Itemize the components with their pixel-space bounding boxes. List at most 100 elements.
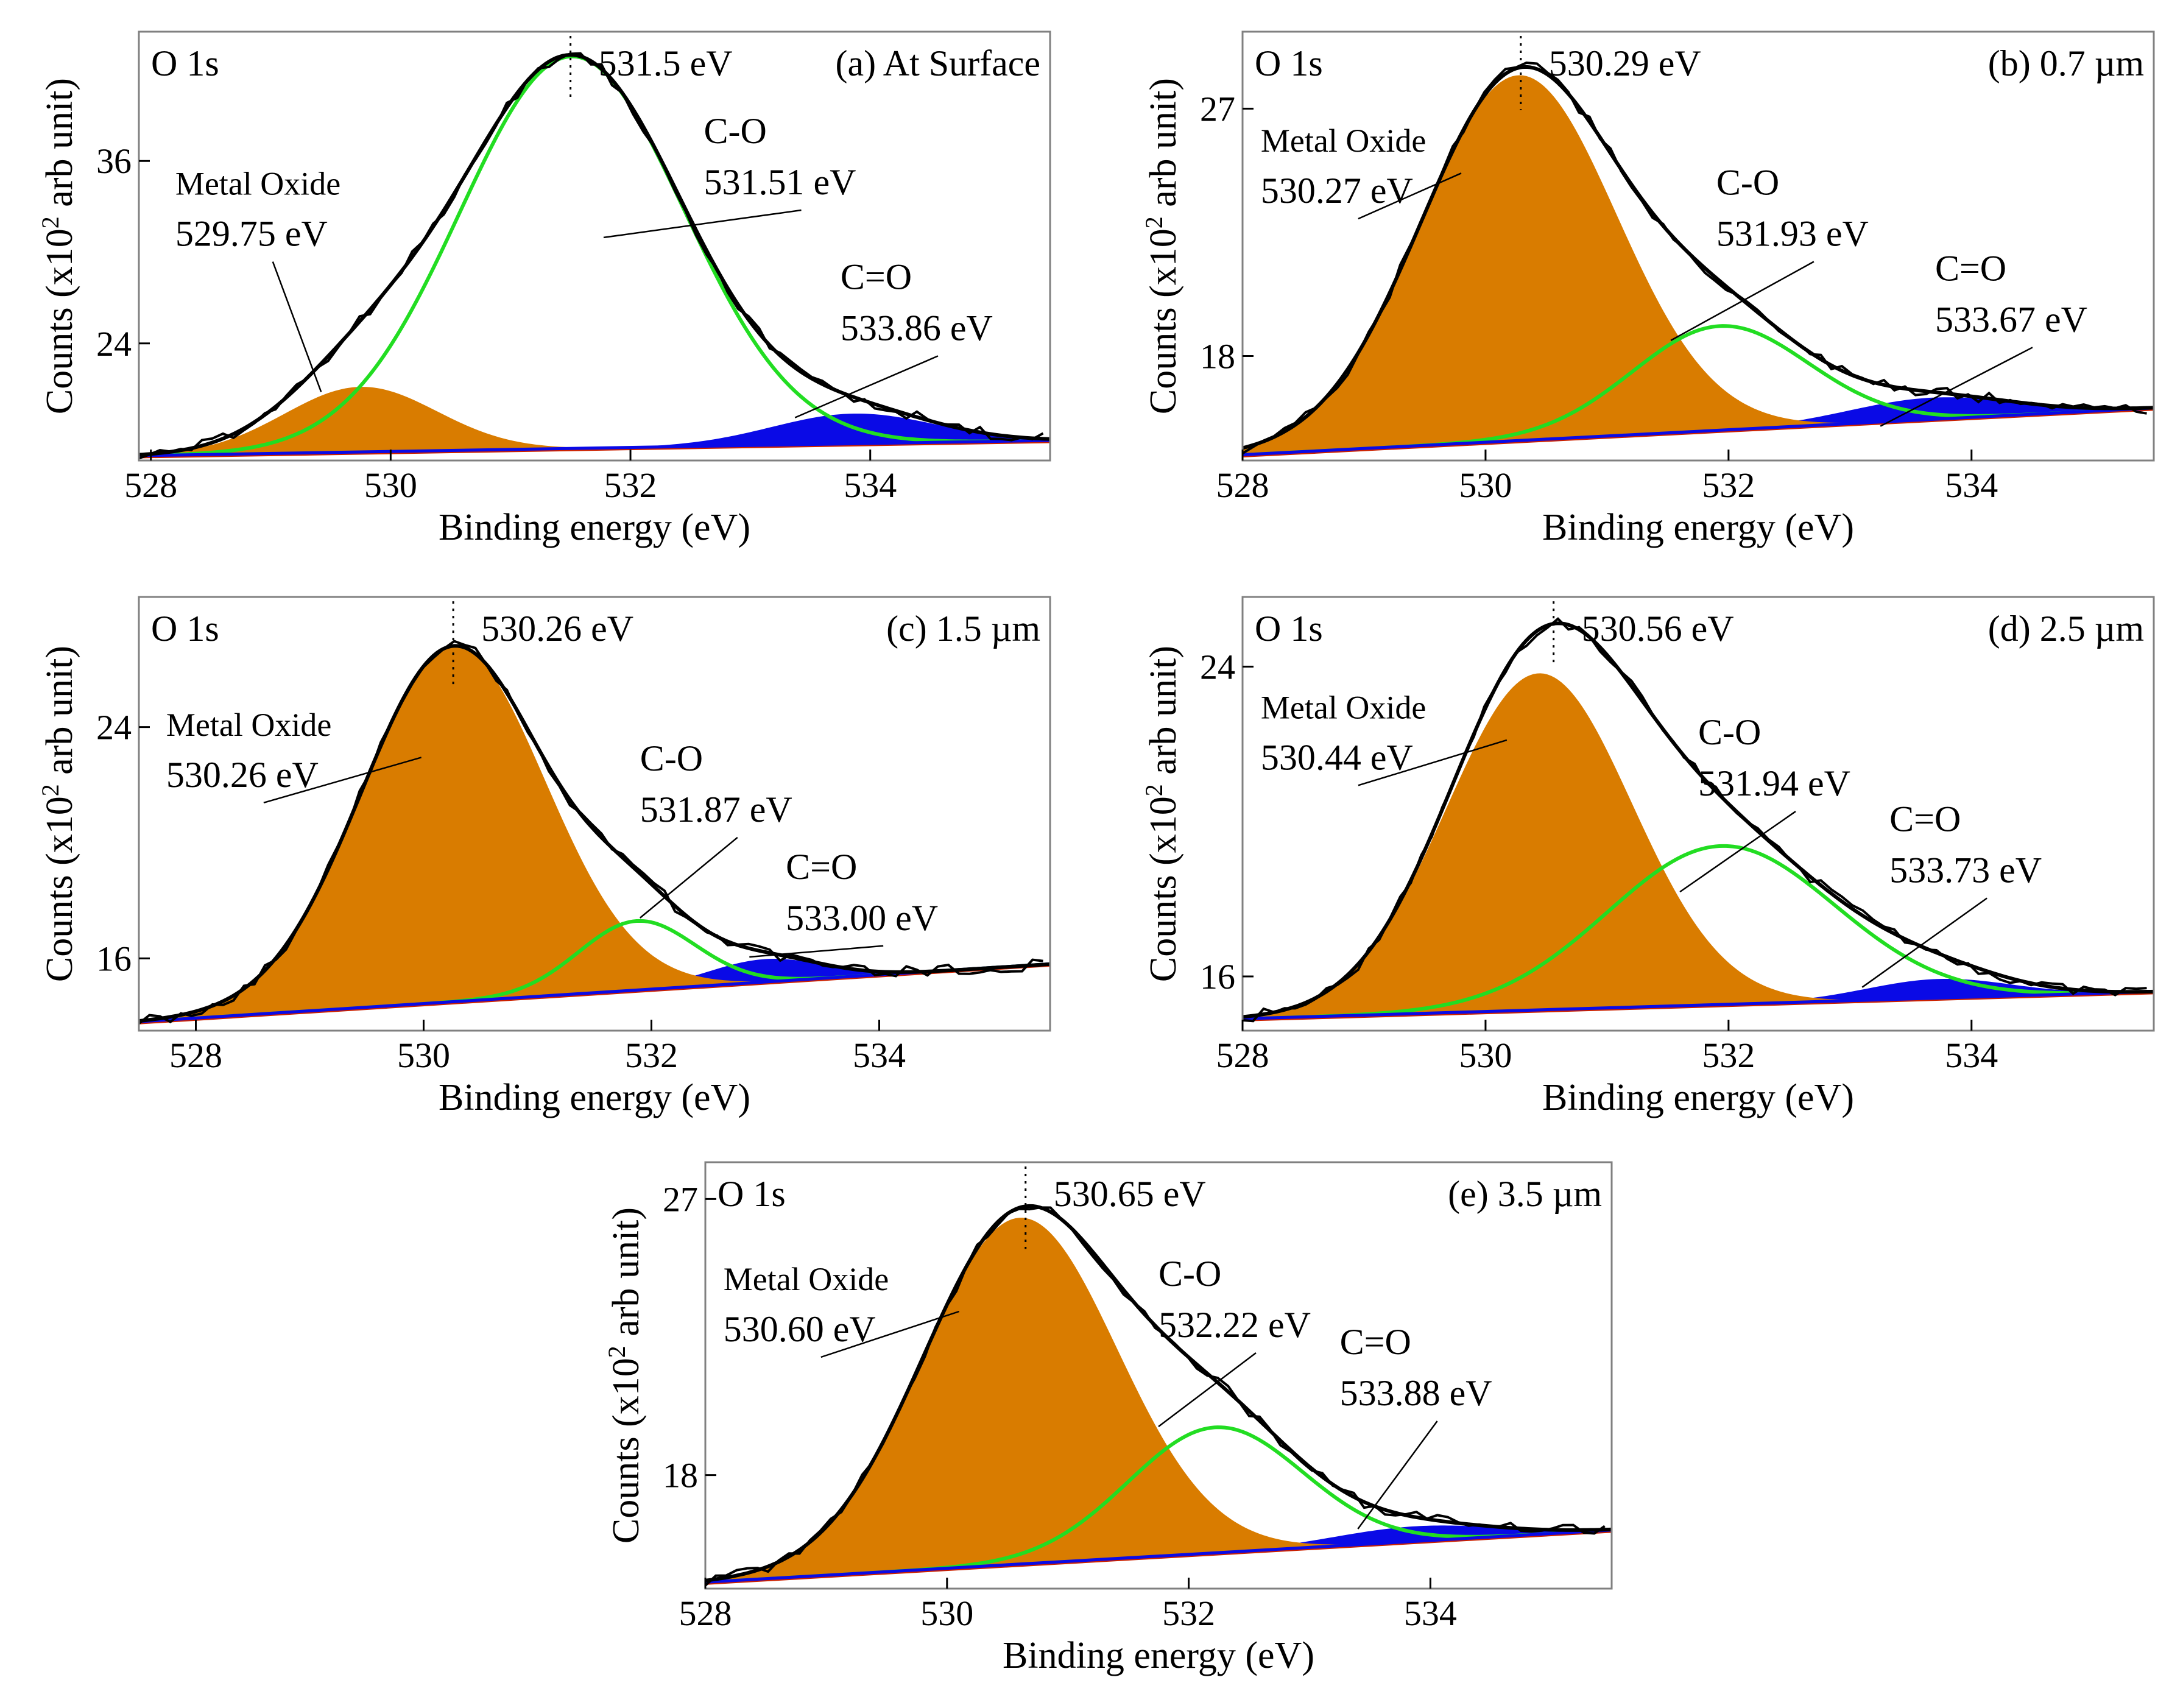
panel-label-e: (e) 3.5 µm bbox=[1448, 1174, 1602, 1214]
y-tick-label-a: 24 bbox=[96, 324, 132, 364]
plot-frame-a bbox=[138, 30, 1051, 462]
metal-oxide-peak-a bbox=[139, 387, 1050, 456]
baseline-shadow-a bbox=[139, 442, 1050, 459]
x-tick-label-e: 532 bbox=[1162, 1593, 1215, 1633]
c-eq-o-energy-c: 533.00 eV bbox=[786, 898, 938, 938]
plot-area-c bbox=[139, 640, 1050, 1025]
metal-oxide-leader-line-e bbox=[820, 1310, 960, 1358]
chart-panel-c: 528 530 532 534 16 24 Binding energy (eV) Count… bbox=[37, 596, 1051, 1118]
c-eq-o-name-a: C=O bbox=[841, 256, 912, 297]
metal-oxide-peak-e bbox=[705, 1218, 1612, 1583]
core-level-label-d: O 1s bbox=[1255, 609, 1323, 649]
c-o-leader-line-e bbox=[1158, 1352, 1257, 1427]
peak-energy-label-a: 531.5 eV bbox=[599, 43, 733, 83]
core-level-label-e: O 1s bbox=[718, 1174, 786, 1214]
x-axis-label-a: Binding energy (eV) bbox=[439, 507, 750, 548]
c-eq-o-leader-line-a bbox=[794, 355, 939, 418]
c-eq-o-name-e: C=O bbox=[1340, 1322, 1411, 1362]
chart-panel-b: 528 530 532 534 18 27 Binding energy (eV) Count… bbox=[1140, 30, 2155, 548]
plot-frame-b bbox=[1241, 30, 2155, 462]
x-tick-label-d: 530 bbox=[1459, 1036, 1512, 1075]
metal-oxide-leader-line-a bbox=[272, 261, 322, 392]
x-tick-label-a: 534 bbox=[844, 465, 897, 505]
y-axis-label-b: Counts (x102 arb unit) bbox=[1140, 78, 1184, 414]
c-o-leader-line-d bbox=[1679, 811, 1796, 893]
panel-label-b: (b) 0.7 µm bbox=[1988, 43, 2144, 83]
c-eq-o-energy-e: 533.88 eV bbox=[1340, 1373, 1492, 1413]
x-tick-label-c: 530 bbox=[397, 1036, 450, 1075]
metal-oxide-name-c: Metal Oxide bbox=[166, 707, 331, 743]
c-o-name-c: C-O bbox=[640, 738, 703, 778]
x-axis-label-c: Binding energy (eV) bbox=[439, 1077, 750, 1118]
y-tick-label-c: 24 bbox=[96, 708, 132, 747]
plot-frame-d bbox=[1241, 596, 2155, 1032]
c-o-energy-a: 531.51 eV bbox=[704, 162, 856, 202]
c-eq-o-energy-d: 533.73 eV bbox=[1889, 850, 2042, 890]
metal-oxide-name-a: Metal Oxide bbox=[175, 166, 340, 202]
x-tick-label-a: 528 bbox=[124, 465, 177, 505]
x-axis-label-e: Binding energy (eV) bbox=[1003, 1635, 1314, 1676]
x-tick-label-c: 532 bbox=[625, 1036, 678, 1075]
metal-oxide-energy-a: 529.75 eV bbox=[175, 214, 328, 254]
x-tick-label-b: 530 bbox=[1459, 465, 1512, 505]
core-level-label-b: O 1s bbox=[1255, 43, 1323, 83]
panel-label-c: (c) 1.5 µm bbox=[886, 609, 1040, 649]
c-o-energy-c: 531.87 eV bbox=[640, 789, 792, 830]
baseline-e bbox=[705, 1528, 1612, 1584]
c-eq-o-leader-line-c bbox=[749, 945, 884, 958]
c-o-name-e: C-O bbox=[1159, 1254, 1221, 1294]
plot-area-d bbox=[1243, 617, 2154, 1023]
x-tick-label-c: 534 bbox=[853, 1036, 906, 1075]
peak-energy-label-e: 530.65 eV bbox=[1054, 1174, 1206, 1214]
c-o-peak-d bbox=[1243, 844, 2154, 1021]
c-eq-o-name-d: C=O bbox=[1889, 799, 1961, 839]
plot-frame-c bbox=[138, 596, 1051, 1032]
metal-oxide-energy-e: 530.60 eV bbox=[724, 1309, 876, 1349]
x-tick-label-d: 528 bbox=[1216, 1036, 1269, 1075]
raw-data-a bbox=[139, 52, 1044, 460]
metal-oxide-name-e: Metal Oxide bbox=[724, 1261, 889, 1297]
c-eq-o-leader-line-b bbox=[1880, 347, 2033, 427]
x-tick-label-c: 528 bbox=[169, 1036, 222, 1075]
c-eq-o-peak-a bbox=[139, 413, 1050, 456]
metal-oxide-peak-d bbox=[1243, 673, 2154, 1019]
x-axis-label-b: Binding energy (eV) bbox=[1542, 507, 1854, 548]
y-tick-label-c: 16 bbox=[96, 939, 132, 978]
peak-energy-label-b: 530.29 eV bbox=[1549, 43, 1701, 83]
x-tick-label-b: 532 bbox=[1702, 465, 1755, 505]
c-o-name-a: C-O bbox=[704, 111, 767, 151]
metal-oxide-energy-b: 530.27 eV bbox=[1261, 171, 1413, 211]
c-eq-o-energy-b: 533.67 eV bbox=[1935, 299, 2087, 339]
metal-oxide-leader-line-b bbox=[1358, 172, 1462, 220]
baseline-shadow-e bbox=[705, 1531, 1612, 1585]
x-tick-label-e: 534 bbox=[1404, 1593, 1457, 1633]
y-axis-label-c: Counts (x102 arb unit) bbox=[37, 646, 80, 982]
x-tick-label-d: 534 bbox=[1945, 1036, 1998, 1075]
x-tick-label-e: 530 bbox=[920, 1593, 973, 1633]
metal-oxide-name-d: Metal Oxide bbox=[1261, 689, 1426, 725]
fit-envelope-a bbox=[139, 53, 1050, 457]
x-tick-label-a: 530 bbox=[364, 465, 417, 505]
core-level-label-a: O 1s bbox=[151, 43, 219, 83]
y-tick-label-e: 27 bbox=[663, 1179, 698, 1219]
metal-oxide-peak-c bbox=[139, 646, 1050, 1022]
peak-energy-label-d: 530.56 eV bbox=[1582, 609, 1734, 649]
baseline-shadow-b bbox=[1243, 409, 2154, 457]
raw-data-c bbox=[139, 640, 1043, 1025]
chart-panel-d: 528 530 532 534 16 24 Binding energy (eV) Count… bbox=[1140, 596, 2155, 1118]
c-o-name-d: C-O bbox=[1698, 712, 1761, 752]
x-tick-label-d: 532 bbox=[1702, 1036, 1755, 1075]
c-eq-o-leader-line-d bbox=[1861, 897, 1987, 988]
c-eq-o-peak-d bbox=[1243, 978, 2154, 1019]
x-tick-label-b: 534 bbox=[1945, 465, 1998, 505]
metal-oxide-energy-d: 530.44 eV bbox=[1261, 737, 1413, 777]
c-o-energy-e: 532.22 eV bbox=[1159, 1305, 1311, 1345]
y-tick-label-e: 18 bbox=[663, 1456, 698, 1495]
c-eq-o-name-c: C=O bbox=[786, 847, 857, 887]
y-tick-label-d: 24 bbox=[1200, 647, 1235, 686]
peak-energy-label-c: 530.26 eV bbox=[481, 609, 633, 649]
chart-panel-a: 528 530 532 534 24 36 Binding energy (eV) Count… bbox=[37, 30, 1051, 548]
x-tick-label-a: 532 bbox=[604, 465, 657, 505]
metal-oxide-name-b: Metal Oxide bbox=[1261, 122, 1426, 159]
